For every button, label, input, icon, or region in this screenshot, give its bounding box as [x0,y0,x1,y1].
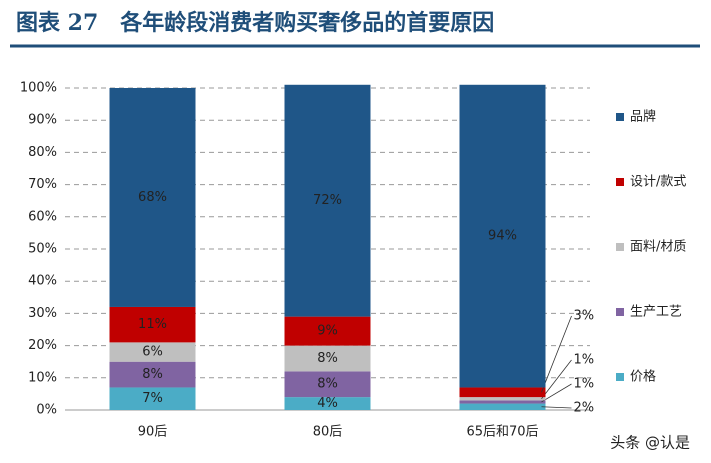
value-label: 9% [317,324,338,339]
y-tick-label: 20% [28,338,57,353]
value-label: 2% [574,401,595,416]
legend-label: 面料/材质 [630,240,686,255]
leader-line [541,383,572,403]
bar-segment [459,400,546,404]
y-tick-label: 100% [20,81,57,96]
bar-segment [459,387,546,398]
value-label: 8% [142,367,163,382]
legend-swatch [616,243,624,251]
legend-swatch [616,373,624,381]
bar-segment [284,397,371,410]
chart-title: 图表 27 各年龄段消费者购买奢侈品的首要原因 [16,10,494,36]
bar-segment [109,306,196,343]
value-label: 1% [574,377,595,392]
legend-label: 价格 [630,369,656,385]
bar-segment [109,387,196,410]
value-label: 68% [138,190,167,205]
bar-segment [459,397,546,401]
y-tick-label: 70% [28,177,57,192]
bar-segment [284,316,371,346]
y-tick-label: 90% [28,113,57,128]
value-label: 6% [142,345,163,360]
leader-line [541,359,572,399]
value-label: 94% [488,229,517,244]
bar-segment [284,371,371,398]
bar-segment [109,361,196,388]
bar-segment [459,84,546,388]
y-tick-label: 30% [28,306,57,321]
y-tick-label: 80% [28,145,57,160]
value-label: 1% [574,353,595,368]
leader-line [541,406,572,409]
legend-label: 设计/款式 [630,175,686,190]
legend-swatch [616,113,624,121]
y-tick-label: 10% [28,370,57,385]
y-tick-label: 60% [28,209,57,224]
bar-segment [284,84,371,317]
watermark: 头条 @认是 [610,434,690,452]
bar-segment [109,342,196,362]
y-tick-label: 0% [36,403,57,418]
value-label: 8% [317,351,338,366]
x-tick-label: 90后 [138,425,168,440]
y-tick-label: 50% [28,242,57,257]
leader-line [541,315,572,393]
value-label: 72% [313,193,342,208]
value-label: 8% [317,377,338,392]
x-tick-label: 65后和70后 [466,425,538,440]
bar-segment [109,88,196,307]
value-label: 4% [317,396,338,411]
legend-swatch [616,178,624,186]
y-tick-label: 40% [28,274,57,289]
legend-label: 品牌 [630,109,656,125]
x-tick-label: 80后 [313,425,343,440]
bar-segment [284,345,371,372]
value-label: 11% [138,317,167,332]
value-label: 3% [574,309,595,324]
bar-segment [459,403,546,410]
legend-swatch [616,308,624,316]
value-label: 7% [142,391,163,406]
legend-label: 生产工艺 [630,305,682,320]
